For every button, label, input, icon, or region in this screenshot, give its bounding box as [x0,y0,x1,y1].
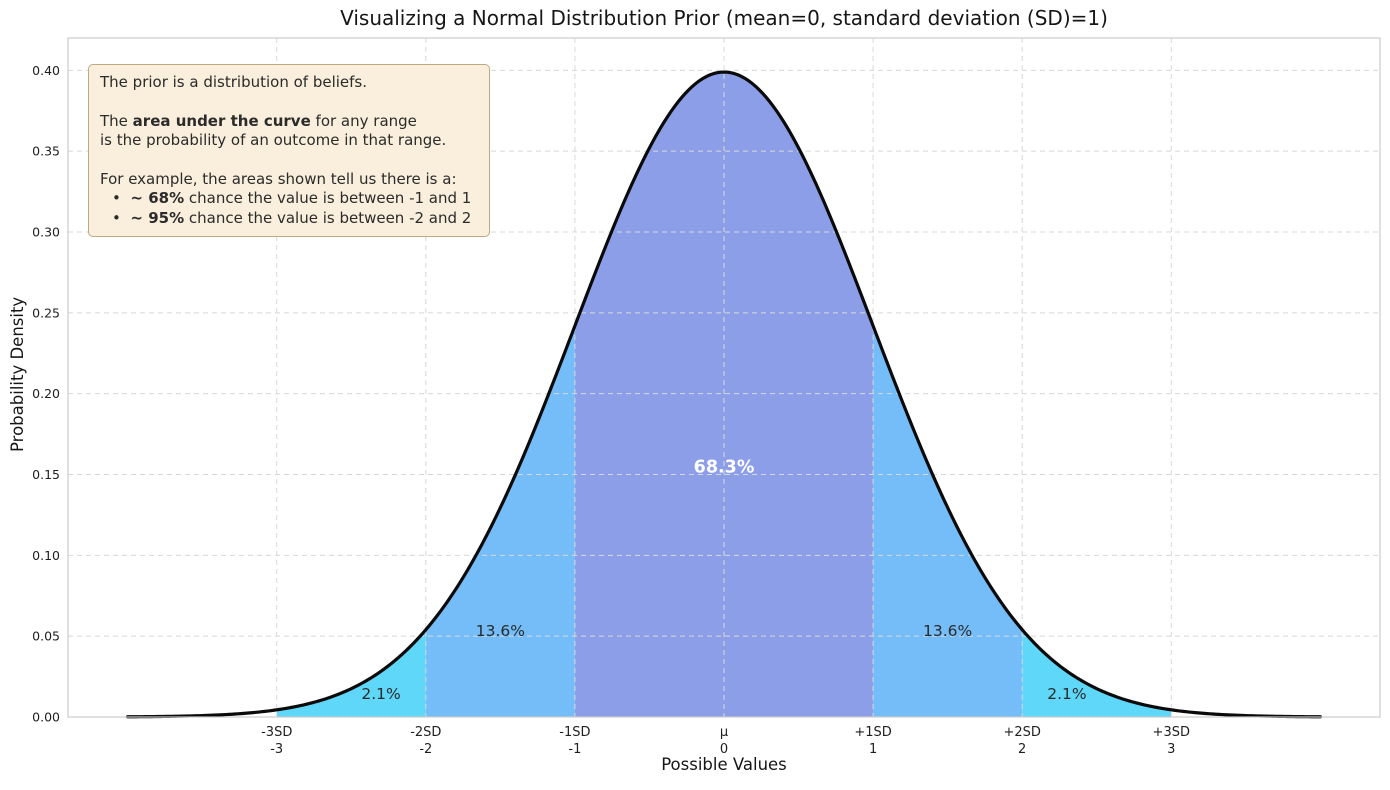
x-tick-sublabel: 3 [1167,742,1175,757]
y-tick-label: 0.40 [32,63,60,78]
x-tick-label: +1SD [854,725,891,740]
plot-border [67,37,1381,718]
infobox-text: chance the value is between -1 and 1 [184,189,472,207]
y-tick-label: 0.35 [32,144,60,159]
y-tick-label: 0.10 [32,548,60,563]
infobox-text: chance the value is between -2 and 2 [184,208,472,227]
y-tick-label: 0.20 [32,386,60,401]
x-tick-sublabel: -3 [270,742,283,757]
infobox-spacer [100,151,478,170]
chart-title: Visualizing a Normal Distribution Prior … [340,6,1108,30]
x-tick-label: -2SD [410,725,441,740]
x-tick-label: μ [720,725,728,740]
y-axis-ticks: 0.00 0.05 0.10 0.15 0.20 0.25 0.30 0.35 0.40 [32,63,60,725]
region-label-13.6%: 13.6% [476,622,525,640]
x-tick-label: -1SD [559,725,590,740]
sd-band--3-to--2 [276,629,426,717]
infobox-spacer [100,93,478,112]
y-tick-label: 0.00 [32,710,60,725]
infobox-bold-text: area under the curve [132,111,311,130]
infobox-line-3: is the probability of an outcome in that… [100,131,478,151]
x-tick-label: -3SD [261,725,292,740]
region-label-13.6%: 13.6% [923,622,972,640]
infobox-text: The [100,111,133,130]
y-tick-label: 0.25 [32,305,60,320]
y-tick-label: 0.30 [32,225,60,240]
curve-layer [126,70,1322,719]
infobox-bullet-68: • ~ 68% chance the value is between -1 a… [100,189,478,209]
region-label-68.3%: 68.3% [694,457,755,477]
infobox-text: For example, the areas shown tell us the… [100,169,457,188]
infobox-line-2: The area under the curve for any range [100,112,478,132]
normal-curve [126,70,1322,719]
x-tick-label: +3SD [1153,725,1190,740]
infobox-bold-text: ~ 95% [130,208,185,227]
x-tick-sublabel: 0 [720,742,728,757]
x-tick-sublabel: -2 [419,742,432,757]
y-axis-label: Probability Density [8,296,27,452]
x-axis-ticks: -3SD -3 -2SD -2 -1SD -1 μ 0 +1SD 1 +2SD 2 +3SD 3 [261,725,1190,757]
bullet-icon: • [112,208,121,227]
infobox-line-4: For example, the areas shown tell us the… [100,170,478,190]
bullet-icon: • [112,189,121,207]
explanation-box: The prior is a distribution of beliefs. … [88,64,490,237]
x-axis-label: Possible Values [661,755,787,774]
infobox-bullet-95: • ~ 95% chance the value is between -2 a… [100,209,478,229]
infobox-text: The prior is a distribution of beliefs. [100,73,367,91]
x-tick-sublabel: -1 [568,742,581,757]
infobox-bold-text: ~ 68% [130,189,185,207]
region-label-2.1%: 2.1% [1047,685,1086,703]
infobox-text: for any range [310,111,417,130]
infobox-text: is the probability of an outcome in that… [100,131,447,149]
x-tick-sublabel: 1 [869,742,877,757]
region-label-2.1%: 2.1% [361,685,400,703]
x-tick-label: +2SD [1003,725,1040,740]
sd-band-2-to-3 [1022,629,1172,717]
region-labels: 2.1% 13.6% 68.3% 13.6% 2.1% [361,457,1086,703]
y-tick-label: 0.15 [32,467,60,482]
y-tick-label: 0.05 [32,629,60,644]
infobox-line-1: The prior is a distribution of beliefs. [100,73,478,93]
x-tick-sublabel: 2 [1018,742,1026,757]
